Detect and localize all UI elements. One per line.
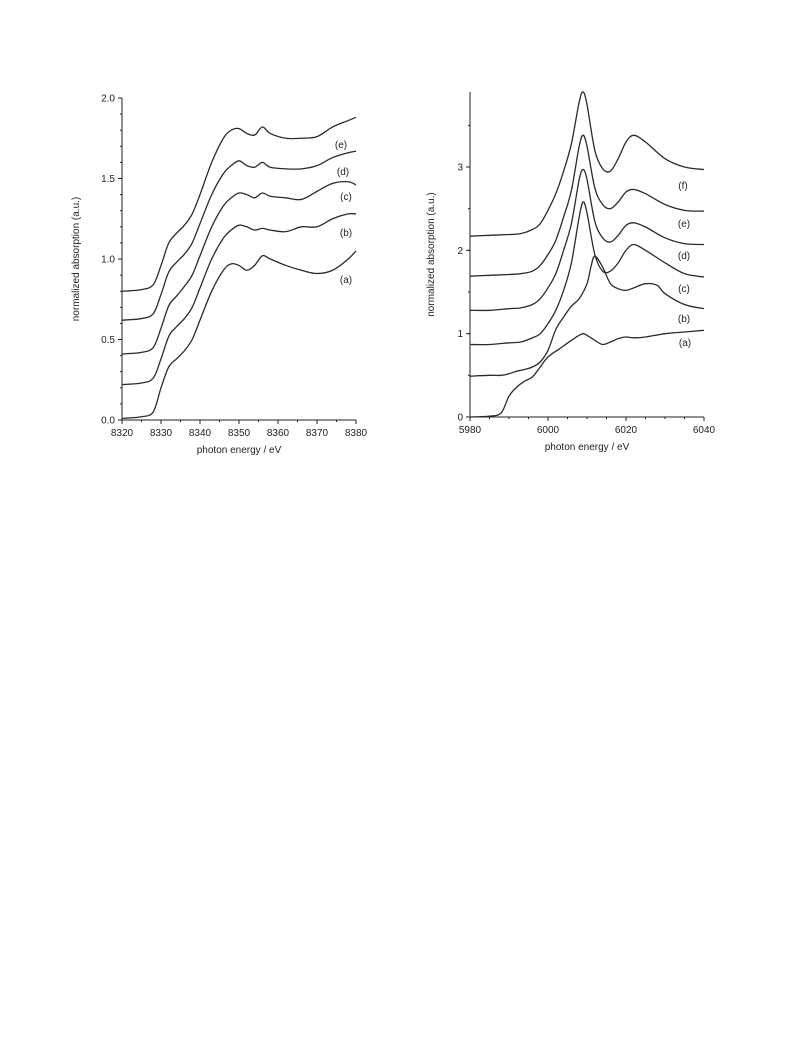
x-tick-label: 8360: [267, 428, 290, 439]
series-label-c: (c): [678, 284, 690, 295]
series-label-f: (f): [678, 181, 687, 192]
y-tick-label: 0.5: [101, 335, 115, 346]
x-tick-label: 6000: [537, 425, 560, 436]
series-label-a: (a): [679, 338, 691, 349]
series-line-d: [469, 168, 705, 312]
series-line-f: [469, 91, 705, 237]
series-line-e: [469, 134, 705, 277]
y-tick-label: 1.0: [101, 255, 115, 266]
series-label-b: (b): [678, 314, 690, 325]
series-label-c: (c): [340, 192, 352, 203]
series-label-b: (b): [340, 228, 352, 239]
series-line-c: [469, 201, 705, 346]
x-tick-label: 6040: [693, 425, 716, 436]
x-tick-label: 5980: [459, 425, 482, 436]
y-tick-label: 3: [457, 163, 463, 174]
series-line-a: [469, 329, 705, 418]
y-tick-label: 0: [457, 413, 463, 424]
x-axis-title: photon energy / eV: [197, 445, 282, 456]
series-label-d: (d): [337, 167, 349, 178]
chart-left-cu-k-edge: 8320 8330 8340 8350 8360 8370 8380 0.0 0.5 1.0 1.5…: [71, 94, 368, 457]
series-line-b: [469, 255, 705, 377]
y-tick-label: 2: [457, 246, 463, 257]
chart-right-cr-k-edge: 5980 6000 6020 6040 0 1 2 3 photon energy / eV no…: [426, 91, 716, 453]
x-tick-label: 8320: [111, 428, 134, 439]
series-line-b: [121, 212, 357, 386]
series-line-e: [121, 116, 357, 292]
y-tick-label: 1.5: [101, 174, 115, 185]
x-tick-label: 8380: [345, 428, 368, 439]
series-label-d: (d): [678, 251, 690, 262]
series-line-d: [121, 150, 357, 321]
series-line-a: [121, 250, 357, 420]
x-tick-label: 8350: [228, 428, 251, 439]
x-tick-label: 8330: [150, 428, 173, 439]
series-label-a: (a): [340, 275, 352, 286]
x-axis-title: photon energy / eV: [545, 442, 630, 453]
y-axis-title: normalized absorption (a.u.): [71, 197, 82, 322]
y-tick-label: 2.0: [101, 94, 115, 105]
y-tick-label: 0.0: [101, 416, 115, 427]
x-tick-label: 6020: [615, 425, 638, 436]
series-label-e: (e): [678, 219, 690, 230]
x-tick-label: 8370: [306, 428, 329, 439]
series-label-e: (e): [335, 140, 347, 151]
y-tick-label: 1: [457, 329, 463, 340]
x-tick-label: 8340: [189, 428, 212, 439]
y-axis-title: normalized absorption (a.u.): [426, 192, 437, 317]
series-line-c: [121, 180, 357, 355]
